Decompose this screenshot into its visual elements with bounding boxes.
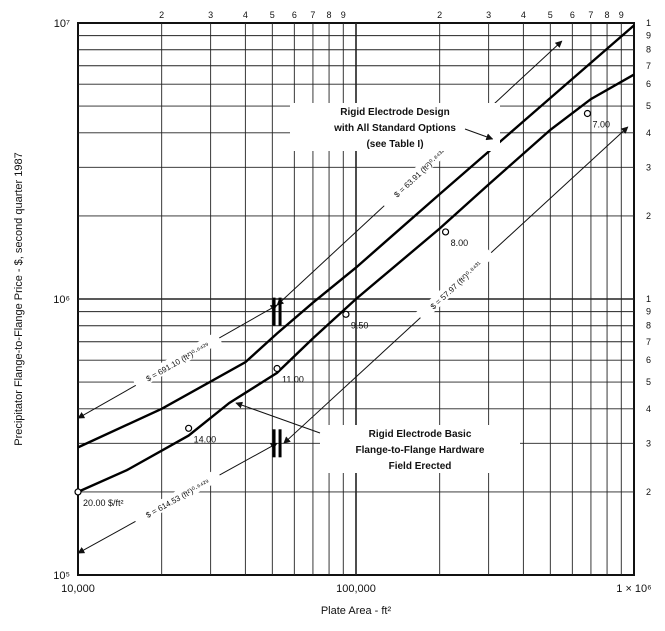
regression-label: $ = 63.91 (ft²)⁰·⁸⁴³¹ (392, 147, 447, 199)
price-point-label: 20.00 $/ft² (83, 498, 124, 508)
top-cycle-label: 9 (341, 10, 346, 20)
top-cycle-label: 2 (437, 10, 442, 20)
top-cycle-label: 8 (327, 10, 332, 20)
right-cycle-label: 4 (646, 128, 651, 138)
right-cycle-label: 1 (646, 294, 651, 304)
right-cycle-label: 3 (646, 438, 651, 448)
right-cycle-label: 5 (646, 377, 651, 387)
top-cycle-label: 5 (548, 10, 553, 20)
regression-label-bg (132, 331, 222, 390)
right-cycle-label: 9 (646, 31, 651, 41)
price-point (273, 364, 281, 373)
top-cycle-label: 2 (159, 10, 164, 20)
y-tick-label: 10⁷ (54, 18, 70, 30)
annotation-bg (320, 425, 520, 473)
right-cycle-label: 2 (646, 211, 651, 221)
series-line (77, 73, 635, 493)
price-point-label: 8.00 (451, 238, 469, 248)
regression-label: $ = 614.53 (ft²)⁰·⁶⁴²⁹ (144, 477, 211, 519)
top-cycle-label: 7 (588, 10, 593, 20)
x-tick-label: 1 × 10⁶ (616, 583, 651, 595)
annotation-line: Flange-to-Flange Hardware (356, 445, 485, 456)
annotations: Rigid Electrode Design with All Standard … (235, 103, 520, 473)
right-cycle-label: 5 (646, 101, 651, 111)
y-axis-label: Precipitator Flange-to-Flange Price - $,… (13, 152, 25, 446)
annotation-line: with All Standard Options (333, 123, 456, 134)
right-cycle-label: 8 (646, 45, 651, 55)
x-tick-label: 100,000 (336, 583, 376, 595)
right-cycle-label: 9 (646, 307, 651, 317)
y-tick-label: 10⁵ (53, 570, 70, 582)
price-point (185, 424, 193, 432)
x-tick-label: 10,000 (61, 583, 95, 595)
top-cycle-label: 3 (208, 10, 213, 20)
price-point-label: 9.50 (351, 320, 369, 330)
top-cycle-label: 6 (570, 10, 575, 20)
regression-label: $ = 57.97 (ft²)⁰·⁸⁴³¹ (429, 260, 484, 312)
right-cycle-label: 3 (646, 162, 651, 172)
price-point (583, 109, 592, 118)
price-point (441, 228, 450, 236)
annotation-line: (see Table I) (366, 139, 423, 150)
right-cycle-label: 6 (646, 355, 651, 365)
price-point (342, 310, 350, 318)
right-cycle-label: 7 (646, 337, 651, 347)
right-cycle-label: 2 (646, 487, 651, 497)
right-cycle-label: 7 (646, 61, 651, 71)
right-cycle-label: 6 (646, 79, 651, 89)
regression-label-bg (415, 247, 495, 322)
top-cycle-label: 8 (605, 10, 610, 20)
annotation-leader (235, 401, 321, 434)
price-point-label: 7.00 (592, 120, 610, 130)
top-cycle-label: 4 (243, 10, 248, 20)
top-cycle-label: 7 (310, 10, 315, 20)
top-cycle-label: 6 (292, 10, 297, 20)
price-points: 20.00 $/ft² 14.00 11.00 9.50 8.00 7.00 (74, 109, 610, 508)
regression-label-bg (132, 468, 222, 526)
right-cycle-label: 1 (646, 18, 651, 28)
right-cycle-label: 4 (646, 404, 651, 414)
annotation-line: Rigid Electrode Basic (369, 429, 472, 440)
annotation-line: Field Erected (389, 461, 452, 472)
price-point-label: 14.00 (194, 434, 217, 444)
annotation-bg (290, 103, 500, 151)
annotation-line: Rigid Electrode Design (340, 107, 449, 118)
annotation-leader (464, 128, 494, 141)
top-cycle-label: 9 (619, 10, 624, 20)
right-cycle-label: 8 (646, 321, 651, 331)
price-point-label: 11.00 (282, 375, 304, 385)
top-cycle-label: 3 (486, 10, 491, 20)
price-point (74, 488, 82, 496)
top-cycle-label: 4 (521, 10, 526, 20)
x-axis-label: Plate Area - ft² (321, 605, 392, 617)
top-cycle-label: 5 (270, 10, 275, 20)
regression-label: $ = 691.10 (ft²)⁰·⁶⁴²⁹ (145, 341, 212, 384)
y-tick-label: 10⁶ (53, 294, 70, 306)
